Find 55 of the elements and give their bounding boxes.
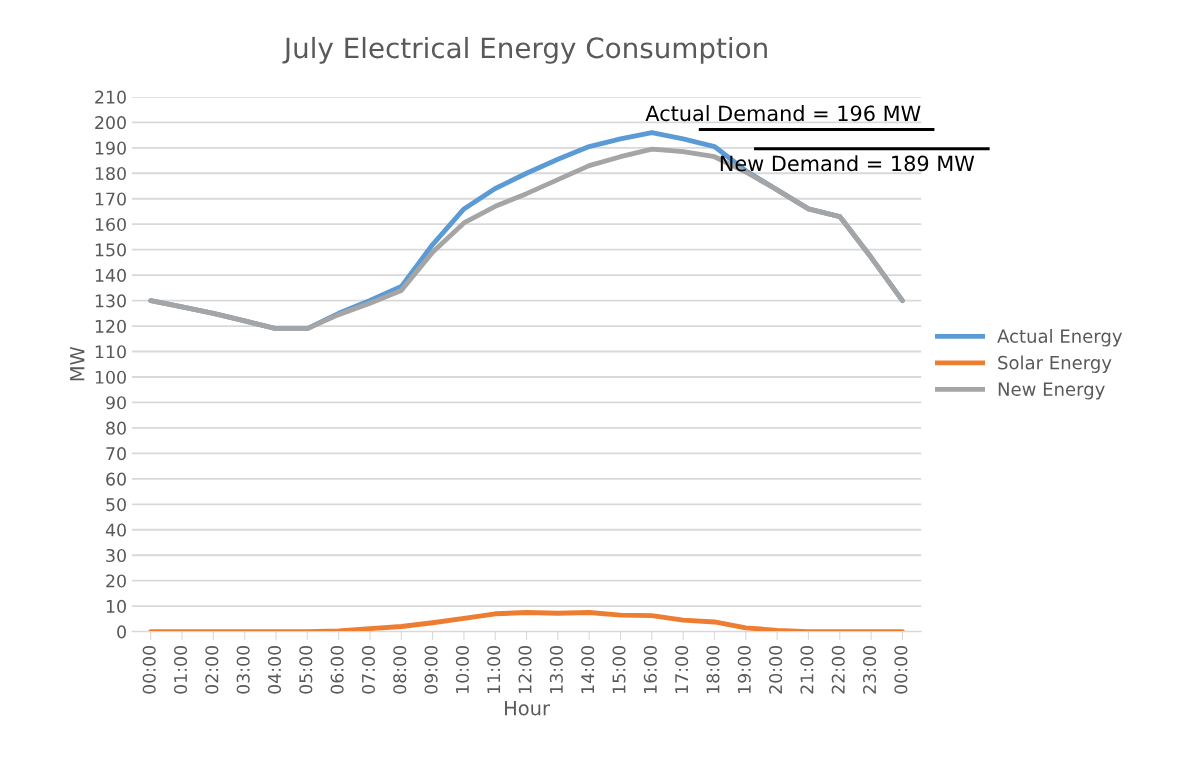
x-tick-label: 20:00 xyxy=(769,645,783,694)
chart-title: July Electrical Energy Consumption xyxy=(282,36,767,64)
x-tick-label: 18:00 xyxy=(706,645,720,693)
y-tick-label: 50 xyxy=(106,498,126,512)
x-tick-label: 08:00 xyxy=(393,645,407,694)
x-tick-label: 03:00 xyxy=(236,645,250,694)
y-tick-label: 0 xyxy=(117,625,126,639)
y-tick-label: 150 xyxy=(95,243,126,257)
line-series xyxy=(148,610,905,632)
y-tick-label: 200 xyxy=(95,116,126,130)
x-tick-label: 23:00 xyxy=(862,645,877,694)
legend-label: New Energy xyxy=(998,382,1105,400)
x-tick-label: 16:00 xyxy=(643,645,657,693)
legend-label: Actual Energy xyxy=(997,329,1123,347)
x-tick-label: 04:00 xyxy=(267,645,282,694)
y-tick-label: 100 xyxy=(95,370,126,384)
x-tick-label: 13:00 xyxy=(549,645,563,693)
legend-label: Solar Energy xyxy=(998,355,1112,373)
x-tick-label: 14:00 xyxy=(581,645,595,693)
x-tick-label: 01:00 xyxy=(173,645,188,694)
y-tick-label: 190 xyxy=(95,141,126,155)
x-tick-label: 07:00 xyxy=(361,645,375,694)
y-tick-label: 10 xyxy=(106,599,126,613)
x-tick-label: 10:00 xyxy=(455,645,469,693)
y-tick-label: 80 xyxy=(106,421,126,435)
x-tick-label: 19:00 xyxy=(737,645,751,693)
x-tick-label: 00:00 xyxy=(142,645,156,694)
y-tick-label: 170 xyxy=(95,192,126,206)
y-tick-label: 130 xyxy=(95,294,126,308)
x-tick-label: 12:00 xyxy=(518,645,532,693)
x-tick-label: 06:00 xyxy=(330,645,344,694)
y-tick-label: 110 xyxy=(95,345,126,359)
y-tick-label: 30 xyxy=(106,548,126,563)
x-tick-label: 17:00 xyxy=(675,645,689,693)
y-tick-label: 120 xyxy=(95,319,126,333)
x-tick-label: 00:00 xyxy=(894,645,908,694)
y-tick-label: 210 xyxy=(95,90,126,104)
y-tick-label: 40 xyxy=(105,523,126,537)
x-tick-label: 22:00 xyxy=(831,645,845,694)
x-tick-label: 05:00 xyxy=(299,645,313,694)
x-tick-label: 02:00 xyxy=(205,645,219,694)
x-axis-title: Hour xyxy=(505,701,550,716)
y-tick-label: 180 xyxy=(95,166,126,181)
y-tick-label: 160 xyxy=(95,217,126,232)
y-tick-label: 140 xyxy=(95,268,126,282)
x-tick-label: 09:00 xyxy=(424,645,438,694)
y-tick-label: 90 xyxy=(106,396,126,410)
y-tick-label: 20 xyxy=(106,574,126,588)
y-tick-label: 70 xyxy=(106,447,126,461)
y-tick-label: 60 xyxy=(106,472,126,486)
x-tick-label: 11:00 xyxy=(487,645,501,693)
y-axis-title: MW xyxy=(70,346,85,381)
x-tick-label: 15:00 xyxy=(612,645,626,693)
x-tick-label: 21:00 xyxy=(800,645,814,694)
annotation: Actual Demand = 196 MW xyxy=(645,105,921,122)
